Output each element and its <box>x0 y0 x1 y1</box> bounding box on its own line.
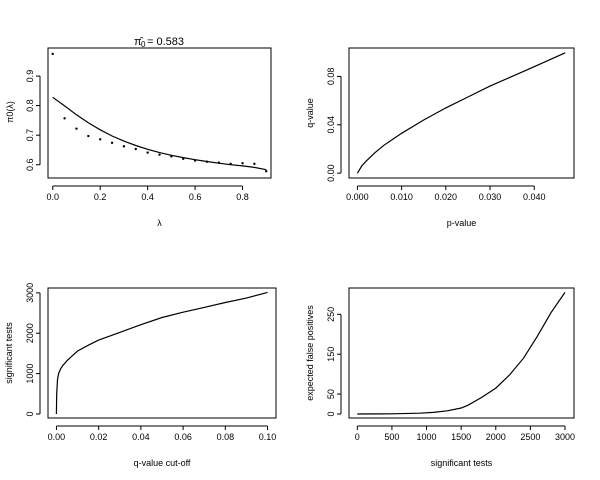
panel4-y-tick-label: 150 <box>326 347 336 362</box>
pi0-point <box>110 141 114 145</box>
pi0-point <box>253 162 256 166</box>
panel4-series-line <box>357 292 566 415</box>
pi0-point <box>98 138 102 141</box>
panel3-series-line <box>55 291 268 415</box>
panel3-x-tick-label: 0.00 <box>48 432 66 442</box>
panel3-y-tick-label: 1000 <box>25 364 35 384</box>
panel2-frame <box>348 47 575 179</box>
title-value: = 0.583 <box>147 36 184 48</box>
panel1-xlabel: λ <box>157 218 162 228</box>
pi0-point <box>75 127 78 130</box>
panel4-xlabel: significant tests <box>431 458 493 468</box>
title-symbol: π̂ <box>134 36 144 48</box>
panel4-x-tick-label: 0 <box>355 432 360 442</box>
panel1-y-tick-label: 0.9 <box>25 70 35 83</box>
panel3-xlabel: q-value cut-off <box>134 458 191 468</box>
panel2-y-tick-label: 0.08 <box>326 68 336 86</box>
panel1-x-tick-label: 0.6 <box>189 192 202 202</box>
panel1-title: π̂ 0 = 0.583 <box>134 36 184 49</box>
panel4-x-tick-label: 1500 <box>451 432 471 442</box>
panel4-y-tick-label: 50 <box>326 389 336 399</box>
panel1-x-tick-label: 0.8 <box>236 192 249 202</box>
panel3-y-tick-label: 3000 <box>25 283 35 303</box>
pi0-point <box>265 170 268 173</box>
panel3-x-tick-label: 0.08 <box>217 432 235 442</box>
panel4-y-tick-label: 250 <box>326 307 336 322</box>
pi0-point <box>122 145 126 148</box>
panel4-frame <box>348 287 575 419</box>
pi0-point <box>158 153 161 156</box>
pi0-smoother-line <box>52 96 267 171</box>
panel1-x-tick-label: 0.2 <box>94 192 107 202</box>
panel2-y-tick-label: 0.00 <box>326 164 336 182</box>
ylabel-pi0-lambda: π0(λ) <box>5 101 15 123</box>
panel1-x-tick-label: 0.0 <box>46 192 59 202</box>
panel2-series-line <box>356 52 566 174</box>
panel3-ylabel: significant tests <box>4 322 14 384</box>
panel2-xlabel: p-value <box>447 218 477 228</box>
panel4-y-tick-label: 0 <box>326 412 336 417</box>
panel4-ylabel: expected false positives <box>305 305 315 401</box>
pi0-point <box>134 147 137 151</box>
panel2-x-tick-label: 0.040 <box>523 192 546 202</box>
panel3-x-tick-label: 0.02 <box>90 432 108 442</box>
panel3-x-tick-label: 0.10 <box>259 432 277 442</box>
panel4-x-tick-label: 3000 <box>555 432 575 442</box>
pi0-point <box>87 134 90 138</box>
panel1-y-tick-label: 0.6 <box>25 158 35 171</box>
panel1-ylabel: π0(λ) <box>5 101 15 123</box>
panel4-x-tick-label: 2000 <box>486 432 506 442</box>
title-subscript: 0 <box>141 40 146 49</box>
panel1-y-tick-label: 0.8 <box>25 99 35 112</box>
panel3-x-tick-label: 0.06 <box>174 432 192 442</box>
panel1-frame <box>47 47 272 179</box>
panel2-y-tick-label: 0.04 <box>326 116 336 134</box>
panel4-x-tick-label: 2500 <box>520 432 540 442</box>
panel3-y-tick-label: 2000 <box>25 323 35 343</box>
panel1-y-tick-label: 0.7 <box>25 129 35 142</box>
panel2-x-tick-label: 0.030 <box>479 192 502 202</box>
pi0-point <box>51 52 54 56</box>
panel2-ylabel: q-value <box>305 98 315 128</box>
panel2-x-tick-label: 0.020 <box>435 192 458 202</box>
panel1-x-tick-label: 0.4 <box>141 192 154 202</box>
pi0-point <box>146 151 149 154</box>
pi0-point <box>241 162 244 165</box>
panel4-x-tick-label: 1000 <box>417 432 437 442</box>
panel2-x-tick-label: 0.010 <box>390 192 413 202</box>
panel3-y-tick-label: 0 <box>25 411 35 416</box>
panel2-x-tick-label: 0.000 <box>346 192 369 202</box>
panel4-x-tick-label: 500 <box>384 432 399 442</box>
panel3-frame <box>47 287 277 419</box>
panel3-x-tick-label: 0.04 <box>132 432 150 442</box>
pi0-point <box>63 117 66 120</box>
